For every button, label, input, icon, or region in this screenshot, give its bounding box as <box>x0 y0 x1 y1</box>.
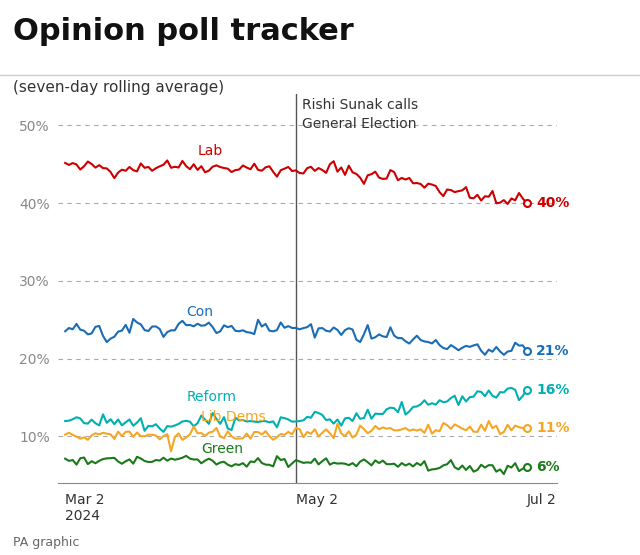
Text: Opinion poll tracker: Opinion poll tracker <box>13 17 353 46</box>
Text: (seven-day rolling average): (seven-day rolling average) <box>13 80 224 95</box>
Text: Rishi Sunak calls
General Election: Rishi Sunak calls General Election <box>301 98 418 130</box>
Text: Con: Con <box>186 305 213 319</box>
Text: Lib Dems: Lib Dems <box>202 410 266 423</box>
Text: 6%: 6% <box>536 460 559 475</box>
Text: 40%: 40% <box>536 196 570 210</box>
Text: 11%: 11% <box>536 421 570 436</box>
Text: Reform: Reform <box>186 390 236 404</box>
Text: PA graphic: PA graphic <box>13 537 79 549</box>
Text: Green: Green <box>202 442 243 456</box>
Text: 16%: 16% <box>536 382 570 397</box>
Text: 21%: 21% <box>536 344 570 358</box>
Text: Lab: Lab <box>198 144 223 158</box>
